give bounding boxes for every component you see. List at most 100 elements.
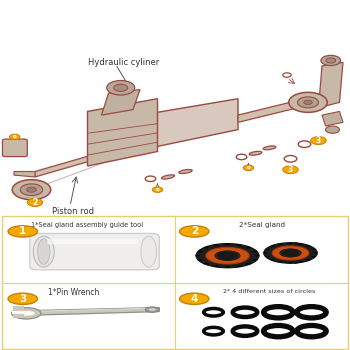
Polygon shape (102, 90, 140, 115)
Circle shape (107, 80, 135, 95)
Circle shape (204, 247, 209, 248)
Text: 1*Pin Wrench: 1*Pin Wrench (48, 288, 99, 296)
Circle shape (298, 97, 318, 108)
Text: o: o (13, 134, 16, 139)
Bar (13, 314, 24, 318)
Circle shape (253, 250, 258, 252)
Circle shape (306, 259, 310, 261)
Circle shape (27, 198, 43, 206)
Circle shape (298, 261, 302, 263)
Circle shape (195, 255, 200, 257)
Circle shape (271, 245, 275, 247)
Circle shape (312, 248, 316, 250)
Circle shape (27, 187, 36, 192)
Circle shape (8, 226, 37, 237)
Text: DETAILED INTRODUCTION OF PRODUCT PARTS: DETAILED INTRODUCTION OF PRODUCT PARTS (23, 11, 327, 24)
Ellipse shape (18, 311, 35, 316)
Ellipse shape (141, 236, 157, 267)
Ellipse shape (290, 243, 301, 263)
Circle shape (326, 58, 336, 63)
Circle shape (237, 244, 242, 246)
Bar (13, 307, 24, 312)
Circle shape (326, 126, 340, 133)
Text: o: o (247, 165, 250, 170)
Bar (12, 312, 31, 314)
Polygon shape (98, 99, 238, 159)
Circle shape (304, 100, 312, 105)
Text: 2*Seal gland: 2*Seal gland (239, 222, 286, 228)
Circle shape (114, 84, 128, 91)
Circle shape (225, 243, 230, 245)
Circle shape (288, 262, 293, 264)
Circle shape (306, 245, 310, 247)
Circle shape (145, 307, 159, 312)
Circle shape (12, 180, 51, 200)
Text: 1*Seal gland assembly guide tool: 1*Seal gland assembly guide tool (32, 222, 144, 228)
Circle shape (12, 308, 41, 319)
Ellipse shape (38, 239, 50, 265)
Text: 3: 3 (19, 294, 26, 304)
Circle shape (225, 266, 230, 268)
FancyBboxPatch shape (2, 139, 27, 156)
Text: o: o (156, 187, 159, 192)
Circle shape (149, 308, 156, 311)
Text: Piston rod: Piston rod (52, 207, 94, 216)
Polygon shape (16, 308, 159, 316)
Circle shape (311, 136, 326, 145)
Ellipse shape (263, 146, 276, 150)
Circle shape (197, 250, 202, 252)
Circle shape (215, 251, 240, 260)
Polygon shape (88, 99, 158, 166)
Text: 2: 2 (32, 198, 38, 207)
Ellipse shape (161, 175, 175, 179)
Circle shape (214, 244, 218, 246)
Circle shape (288, 243, 293, 244)
Circle shape (298, 243, 302, 245)
Circle shape (243, 165, 254, 170)
Ellipse shape (33, 236, 54, 267)
Circle shape (271, 259, 275, 261)
Circle shape (265, 248, 270, 250)
Circle shape (197, 259, 202, 261)
Circle shape (246, 263, 251, 265)
FancyBboxPatch shape (47, 239, 138, 244)
Text: 1: 1 (19, 226, 26, 236)
Circle shape (180, 226, 209, 237)
Circle shape (314, 252, 317, 254)
Polygon shape (14, 172, 35, 177)
Circle shape (206, 247, 249, 264)
Circle shape (280, 249, 301, 257)
Circle shape (253, 259, 258, 261)
Text: 3: 3 (316, 136, 321, 145)
Circle shape (246, 247, 251, 248)
Circle shape (289, 92, 327, 112)
FancyBboxPatch shape (30, 233, 159, 270)
Polygon shape (18, 308, 158, 312)
Circle shape (265, 256, 270, 258)
Ellipse shape (249, 151, 262, 155)
Circle shape (180, 293, 209, 304)
Polygon shape (35, 153, 98, 177)
Text: 2* 4 different sizes of circles: 2* 4 different sizes of circles (223, 289, 316, 294)
Circle shape (312, 256, 316, 258)
Circle shape (255, 255, 260, 257)
Circle shape (237, 265, 242, 267)
Circle shape (321, 55, 341, 65)
Circle shape (264, 243, 317, 263)
Circle shape (282, 250, 299, 256)
Ellipse shape (179, 169, 192, 174)
Text: 4: 4 (190, 294, 198, 304)
Polygon shape (318, 62, 343, 108)
Circle shape (204, 263, 209, 265)
Circle shape (279, 261, 283, 263)
Circle shape (214, 265, 218, 267)
Text: 2: 2 (191, 226, 198, 236)
Text: Hydraulic cyliner: Hydraulic cyliner (88, 58, 159, 67)
Polygon shape (322, 111, 343, 126)
Circle shape (8, 293, 37, 304)
Polygon shape (238, 100, 298, 122)
Circle shape (272, 246, 309, 260)
Circle shape (218, 252, 237, 259)
Circle shape (283, 166, 298, 174)
Circle shape (152, 187, 163, 192)
